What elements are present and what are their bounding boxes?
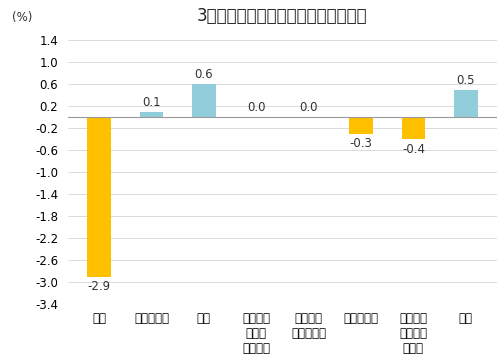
Text: (%): (%) — [12, 11, 32, 24]
Text: 0.0: 0.0 — [247, 101, 266, 114]
Bar — [349, 117, 373, 134]
Text: 0.5: 0.5 — [457, 73, 475, 87]
Bar — [192, 84, 216, 117]
Text: 0.1: 0.1 — [142, 96, 161, 109]
Title: 3月份居民消费价格分类别环比涨跌幅: 3月份居民消费价格分类别环比涨跌幅 — [197, 7, 368, 25]
Text: 0.0: 0.0 — [299, 101, 318, 114]
Text: -0.4: -0.4 — [402, 143, 425, 156]
Bar — [140, 112, 163, 117]
Text: -0.3: -0.3 — [350, 137, 372, 150]
Text: -2.9: -2.9 — [88, 280, 111, 293]
Text: 0.6: 0.6 — [195, 68, 213, 81]
Bar — [402, 117, 425, 139]
Bar — [87, 117, 111, 277]
Bar — [454, 90, 478, 117]
